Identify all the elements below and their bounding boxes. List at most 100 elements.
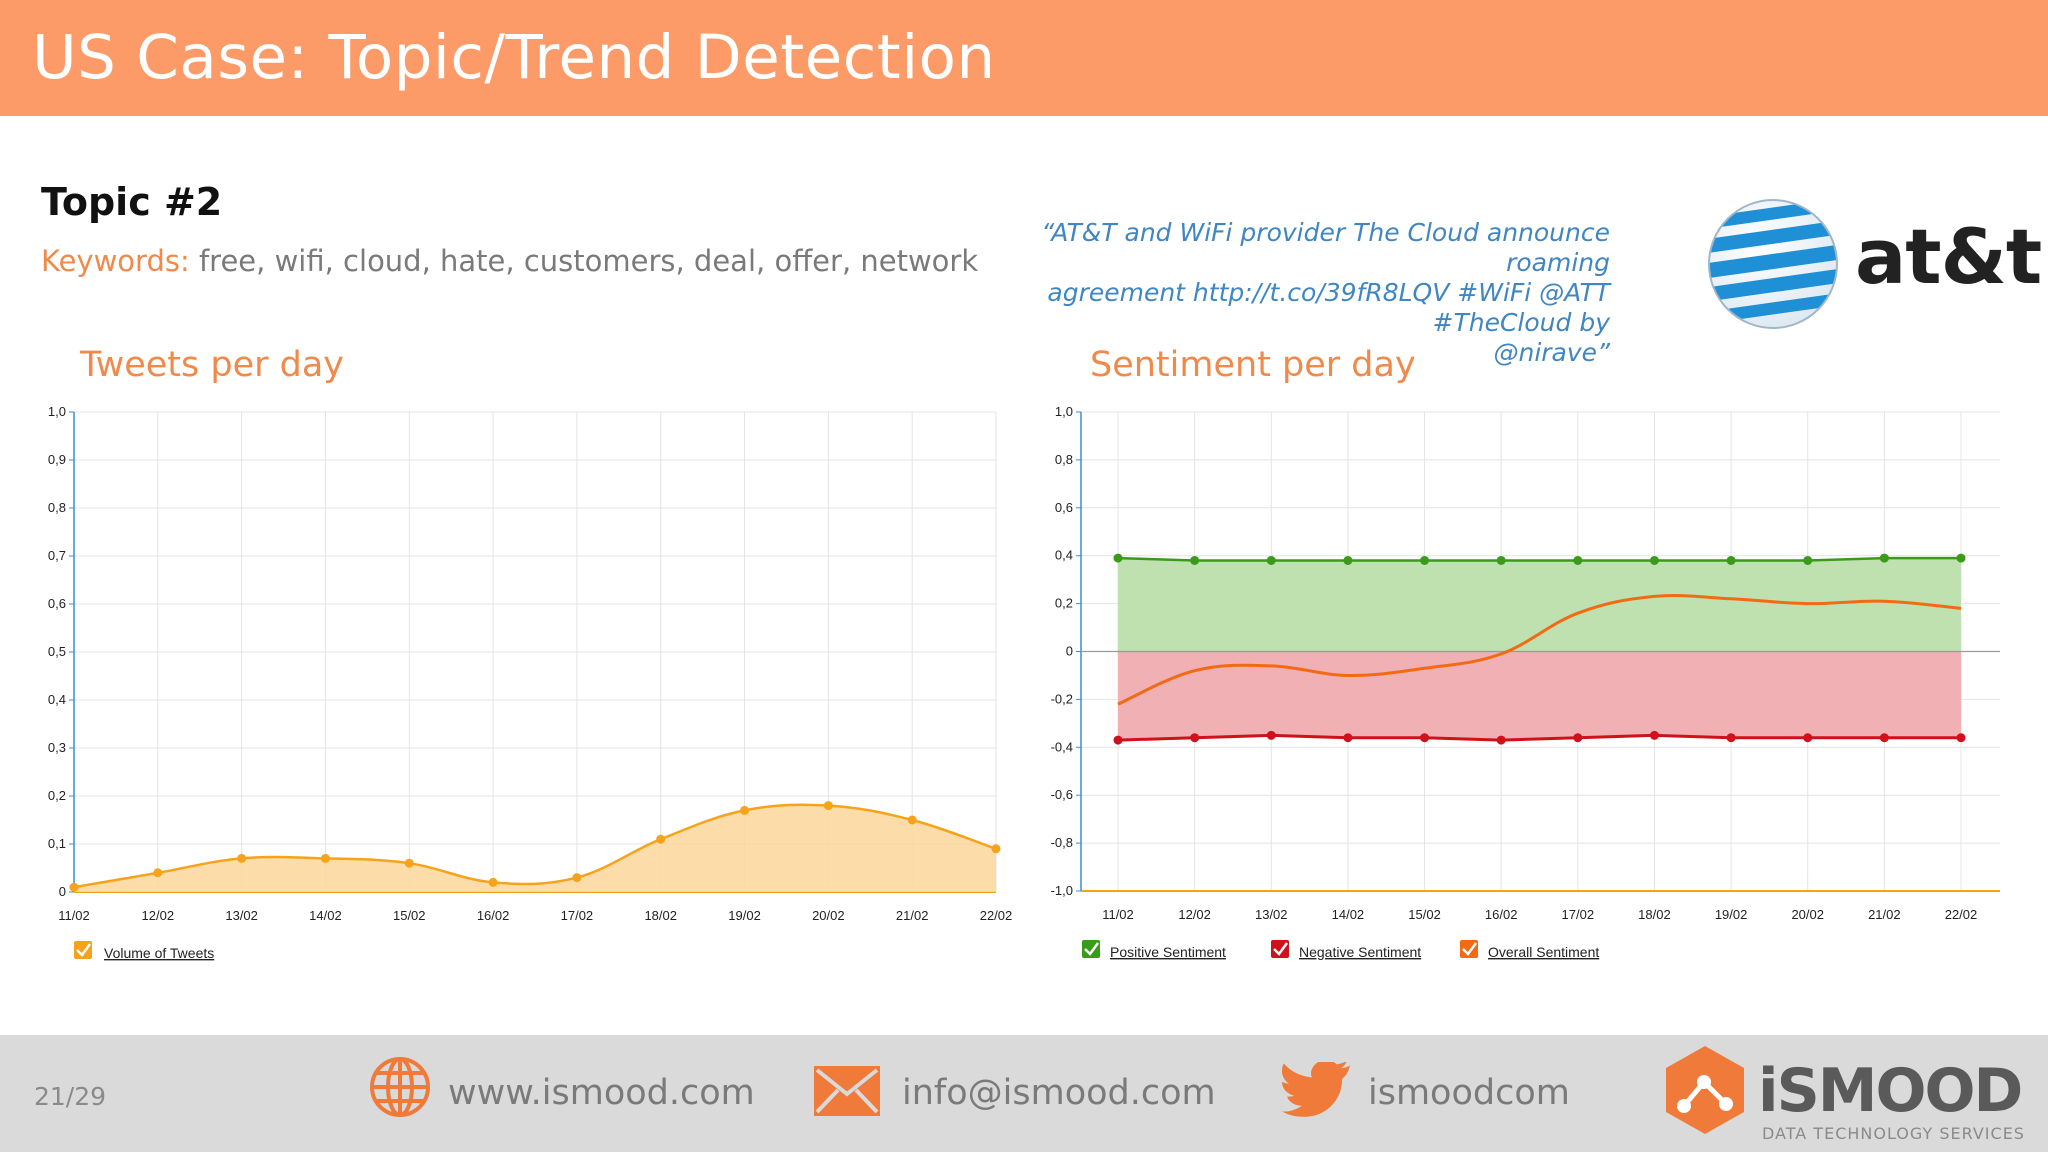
y-tick-label: 1,0 xyxy=(48,404,66,419)
x-tick-label: 11/02 xyxy=(1102,907,1134,922)
x-tick-label: 18/02 xyxy=(644,908,677,923)
check-icon xyxy=(76,943,92,957)
mail-icon xyxy=(814,1066,880,1116)
positive-point xyxy=(1726,555,1736,565)
x-tick-label: 20/02 xyxy=(812,908,845,923)
legend-label-positive: Positive Sentiment xyxy=(1110,944,1226,960)
negative-point xyxy=(1649,730,1659,740)
positive-point xyxy=(1496,555,1506,565)
negative-point xyxy=(1496,735,1506,745)
x-tick-label: 20/02 xyxy=(1791,907,1824,922)
x-tick-label: 13/02 xyxy=(1255,907,1288,922)
y-tick-label: 0,6 xyxy=(1055,500,1073,515)
negative-point xyxy=(1573,733,1583,743)
x-tick-label: 14/02 xyxy=(1332,907,1365,922)
positive-point xyxy=(1649,555,1659,565)
negative-point xyxy=(1726,733,1736,743)
att-globe-logo xyxy=(1708,199,1838,329)
ismood-tagline: DATA TECHNOLOGY SERVICES xyxy=(1762,1124,2025,1143)
twitter-bird-icon xyxy=(1282,1062,1350,1117)
tweets-chart-title: Tweets per day xyxy=(80,345,345,385)
y-tick-label: -0,6 xyxy=(1051,787,1073,802)
header-bar: US Case: Topic/Trend Detection xyxy=(0,0,2048,116)
y-tick-label: 0,8 xyxy=(48,500,66,515)
positive-point xyxy=(1420,555,1430,565)
y-tick-label: 0,8 xyxy=(1055,452,1073,467)
y-tick-label: -1,0 xyxy=(1051,883,1073,898)
twitter-handle[interactable]: ismoodcom xyxy=(1368,1073,1570,1113)
x-tick-label: 21/02 xyxy=(896,908,929,923)
volume-point xyxy=(153,868,163,878)
x-tick-label: 22/02 xyxy=(1945,907,1978,922)
tweet-quote: “AT&T and WiFi provider The Cloud announ… xyxy=(940,218,1610,368)
check-icon xyxy=(1462,942,1478,956)
negative-point xyxy=(1113,735,1123,745)
email-link[interactable]: info@ismood.com xyxy=(902,1073,1216,1113)
positive-area xyxy=(1118,558,1961,652)
negative-point xyxy=(1266,730,1276,740)
att-wordmark: at&t xyxy=(1855,212,2042,301)
volume-point xyxy=(991,844,1001,854)
legend-label-overall: Overall Sentiment xyxy=(1488,944,1599,960)
negative-point xyxy=(1343,733,1353,743)
y-tick-label: 1,0 xyxy=(1055,404,1073,419)
y-tick-label: -0,4 xyxy=(1051,739,1073,754)
x-tick-label: 12/02 xyxy=(142,908,175,923)
overall-line xyxy=(1117,594,1962,706)
y-tick-label: 0,5 xyxy=(48,644,66,659)
volume-point xyxy=(320,853,330,863)
x-tick-label: 15/02 xyxy=(1408,907,1441,922)
page-number: 21/29 xyxy=(34,1082,107,1111)
x-tick-label: 17/02 xyxy=(561,908,594,923)
volume-point xyxy=(237,853,247,863)
x-tick-label: 18/02 xyxy=(1638,907,1671,922)
quote-line: “AT&T and WiFi provider The Cloud announ… xyxy=(1041,218,1610,277)
y-tick-label: 0,9 xyxy=(48,452,66,467)
positive-point xyxy=(1113,553,1123,563)
y-tick-label: 0,3 xyxy=(48,740,66,755)
y-tick-label: 0,1 xyxy=(48,836,66,851)
negative-point xyxy=(1879,733,1889,743)
positive-point xyxy=(1343,555,1353,565)
volume-area xyxy=(74,804,996,892)
keywords-label: Keywords: xyxy=(41,244,190,278)
x-tick-label: 22/02 xyxy=(980,908,1013,923)
x-tick-label: 17/02 xyxy=(1562,907,1595,922)
x-tick-label: 16/02 xyxy=(1485,907,1518,922)
y-tick-label: 0,7 xyxy=(48,548,66,563)
legend-label-negative: Negative Sentiment xyxy=(1299,944,1421,960)
check-icon xyxy=(1084,942,1100,956)
positive-point xyxy=(1266,555,1276,565)
x-tick-label: 13/02 xyxy=(225,908,258,923)
page-title: US Case: Topic/Trend Detection xyxy=(32,22,996,93)
y-tick-label: 0,6 xyxy=(48,596,66,611)
volume-point xyxy=(823,801,833,811)
x-tick-label: 16/02 xyxy=(477,908,510,923)
x-tick-label: 21/02 xyxy=(1868,907,1901,922)
x-tick-label: 14/02 xyxy=(309,908,342,923)
volume-point xyxy=(488,877,498,887)
keywords-line: Keywords: free, wifi, cloud, hate, custo… xyxy=(41,244,978,278)
topic-title: Topic #2 xyxy=(41,180,223,224)
negative-point xyxy=(1956,733,1966,743)
volume-point xyxy=(404,858,414,868)
positive-point xyxy=(1879,553,1889,563)
volume-point xyxy=(69,882,79,892)
globe-icon xyxy=(370,1057,430,1117)
volume-point xyxy=(907,815,917,825)
volume-line xyxy=(73,803,997,889)
keywords-list: free, wifi, cloud, hate, customers, deal… xyxy=(189,244,979,278)
x-tick-label: 12/02 xyxy=(1178,907,1211,922)
x-tick-label: 19/02 xyxy=(728,908,761,923)
positive-point xyxy=(1190,555,1200,565)
y-tick-label: 0 xyxy=(59,884,66,899)
positive-line xyxy=(1117,556,1961,562)
website-link[interactable]: www.ismood.com xyxy=(448,1073,755,1113)
quote-line: agreement http://t.co/39fR8LQV #WiFi @AT… xyxy=(1047,278,1610,337)
volume-point xyxy=(656,834,666,844)
y-tick-label: 0,2 xyxy=(1055,596,1073,611)
positive-point xyxy=(1803,555,1813,565)
y-tick-label: 0,4 xyxy=(48,692,66,707)
y-tick-label: 0,4 xyxy=(1055,548,1073,563)
